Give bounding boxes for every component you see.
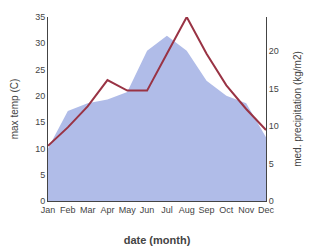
svg-text:Sep: Sep [199,205,215,215]
svg-text:10: 10 [269,121,279,131]
svg-text:10: 10 [35,144,45,154]
svg-text:25: 25 [35,65,45,75]
svg-text:35: 35 [35,12,45,22]
svg-text:0: 0 [269,196,274,206]
svg-text:15: 15 [35,117,45,127]
svg-text:20: 20 [269,46,279,56]
svg-text:date (month): date (month) [124,234,191,246]
svg-text:Feb: Feb [60,205,76,215]
svg-text:Nov: Nov [238,205,255,215]
svg-text:5: 5 [269,159,274,169]
svg-text:May: May [119,205,137,215]
svg-text:Apr: Apr [100,205,114,215]
svg-text:5: 5 [40,170,45,180]
svg-text:max temp (C): max temp (C) [9,79,20,140]
svg-text:Mar: Mar [80,205,96,215]
svg-text:med. precipitation (kg/m2): med. precipitation (kg/m2) [292,51,303,167]
svg-text:Dec: Dec [258,205,275,215]
svg-text:Jan: Jan [41,205,56,215]
svg-text:Jul: Jul [161,205,173,215]
svg-text:30: 30 [35,38,45,48]
svg-text:15: 15 [269,84,279,94]
svg-text:Jun: Jun [140,205,155,215]
svg-text:Aug: Aug [179,205,195,215]
svg-text:20: 20 [35,91,45,101]
svg-text:Oct: Oct [219,205,234,215]
svg-text:0: 0 [40,196,45,206]
